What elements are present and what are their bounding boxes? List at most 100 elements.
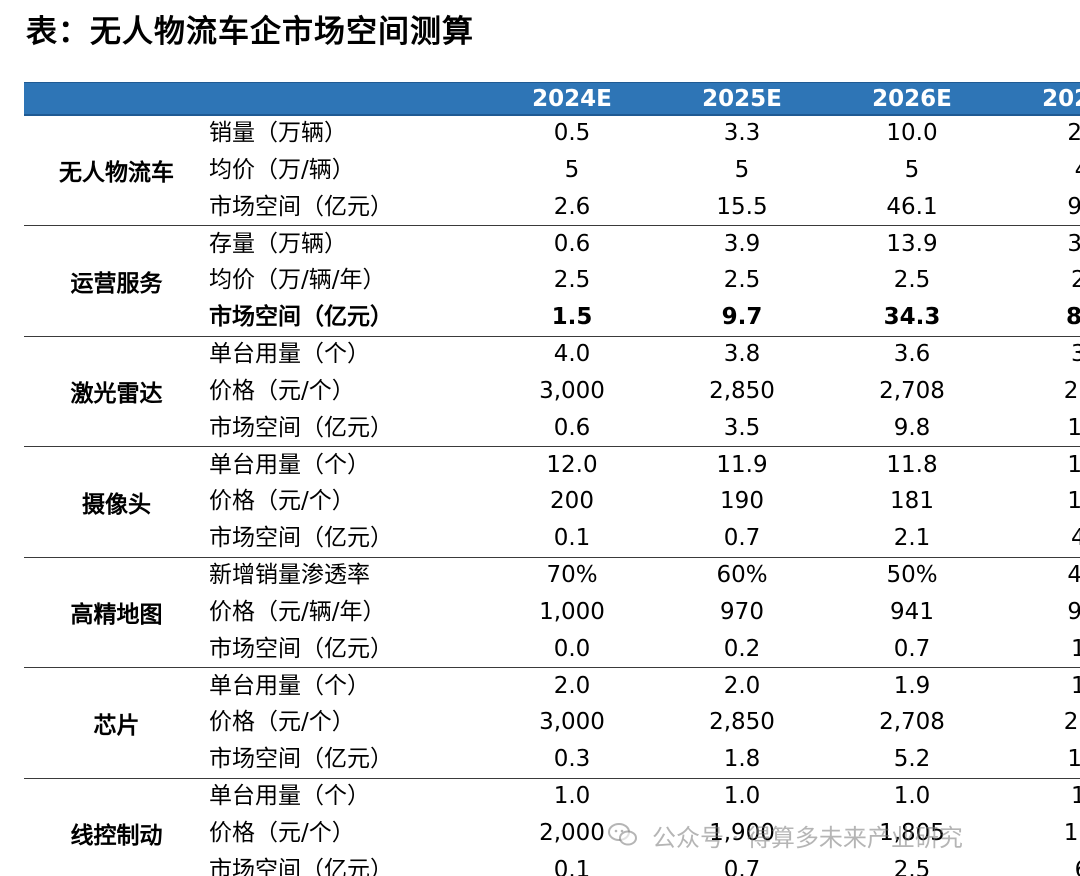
value-cell: 941 <box>890 598 934 625</box>
table-group: 无人物流车销量（万辆）0.53.310.022均价（万/辆）5554市场空间（亿… <box>24 115 1080 226</box>
table-group: 高精地图 新增销量渗透率 70% 60% 50% 40 价格（元/辆/年） 1,000 970 9… <box>24 557 1080 668</box>
value-cell: 5.2 <box>893 746 931 773</box>
metric-label: 存量（万辆） <box>209 230 347 257</box>
category-label: 高精地图 <box>70 602 163 628</box>
value-cell: 1.0 <box>553 783 591 809</box>
value-cell: 181 <box>890 488 934 515</box>
table-row: 市场空间（亿元） 2.6 15.5 46.1 98 <box>24 189 1080 226</box>
table-row: 市场空间（亿元） 0.3 1.8 5.2 10 <box>24 741 1080 778</box>
table-row: 价格（元/辆/年） 1,000 970 941 91 <box>24 594 1080 631</box>
value-cell: 2.1 <box>893 525 931 552</box>
metric-label: 市场空间（亿元） <box>209 635 393 662</box>
value-cell: 2.5 <box>893 267 931 294</box>
value-cell: 2,850 <box>709 377 775 404</box>
value-cell: 60% <box>716 562 768 588</box>
value-cell: 3.8 <box>723 341 761 367</box>
value-cell: 2. <box>1071 267 1080 294</box>
value-cell: 1,805 <box>879 819 945 846</box>
category-label: 线控制动 <box>70 823 163 849</box>
value-cell: 12.0 <box>546 451 598 478</box>
value-cell: 70% <box>546 562 598 588</box>
value-cell: 0.1 <box>553 525 591 552</box>
metric-label: 单台用量（个） <box>209 341 370 367</box>
metric-label: 价格（元/个） <box>209 377 355 404</box>
value-cell: 2,5 <box>1063 377 1080 404</box>
value-cell: 0.6 <box>553 414 591 441</box>
value-cell: 40 <box>1067 562 1080 588</box>
value-cell: 4. <box>1071 525 1080 552</box>
value-cell: 5 <box>564 156 580 183</box>
value-cell: 98 <box>1067 193 1080 220</box>
group-divider <box>24 225 1080 226</box>
value-cell: 0.3 <box>553 746 591 773</box>
table-row: 存量（万辆） 0.6 3.9 13.9 35 <box>24 226 1080 263</box>
value-cell: 1. <box>1071 672 1080 699</box>
value-cell: 0.0 <box>553 635 591 662</box>
category-label: 无人物流车 <box>59 160 174 186</box>
table-row: 价格（元/个） 2,000 1,900 1,805 1,7 <box>24 815 1080 852</box>
value-cell: 22 <box>1067 120 1080 146</box>
value-cell: 5 <box>734 156 750 183</box>
value-cell: 4.0 <box>553 341 591 367</box>
value-cell: 87 <box>1065 304 1080 331</box>
column-header-year: 2025E <box>702 86 782 112</box>
value-cell: 2,000 <box>539 819 605 846</box>
value-cell: 1.0 <box>893 783 931 809</box>
value-cell: 19 <box>1067 414 1080 441</box>
value-cell: 2.5 <box>553 267 591 294</box>
value-cell: 3. <box>1071 341 1080 367</box>
metric-label: 单台用量（个） <box>209 783 370 809</box>
value-cell: 3,000 <box>539 377 605 404</box>
value-cell: 5 <box>904 156 920 183</box>
group-divider <box>24 446 1080 447</box>
metric-label: 销量（万辆） <box>209 120 347 146</box>
metric-label: 市场空间（亿元） <box>209 856 393 876</box>
metric-label: 均价（万/辆） <box>209 156 355 183</box>
value-cell: 1. <box>1071 635 1080 662</box>
metric-label: 价格（元/个） <box>209 819 355 846</box>
value-cell: 9.7 <box>721 304 763 331</box>
value-cell: 3.3 <box>723 120 761 146</box>
value-cell: 6 <box>1012 852 1080 876</box>
value-cell: 1.5 <box>551 304 593 331</box>
value-cell: 13.9 <box>886 230 938 257</box>
table-row: 单台用量（个） 4.0 3.8 3.6 3. <box>24 336 1080 373</box>
value-cell: 0.7 <box>723 525 761 552</box>
value-cell: 2.5 <box>723 267 761 294</box>
value-cell: 1.9 <box>893 672 931 699</box>
value-cell: 2,850 <box>709 709 775 736</box>
table-group: 线控制动 单台用量（个） 1.0 1.0 1.0 1. 价格（元/个） 2,000 1,900 1… <box>24 778 1080 876</box>
market-table: 2024E 2025E 2026E 2027E 无人物流车 销量（万辆） 0.5 3.… <box>24 82 1080 876</box>
value-cell: 46.1 <box>886 193 938 220</box>
metric-label: 单台用量（个） <box>209 672 370 699</box>
category-label: 摄像头 <box>82 491 151 518</box>
value-cell: 3.9 <box>723 230 761 257</box>
table-group: 摄像头 单台用量（个） 12.0 11.9 11.8 11 价格（元/个） 200 190 181… <box>24 447 1080 558</box>
value-cell: 1. <box>1071 783 1080 809</box>
column-header-year: 2027E <box>1042 86 1080 112</box>
table-row: 价格（元/个） 200 190 181 17 <box>24 483 1080 520</box>
table-row: 市场空间（亿元） 0.0 0.2 0.7 1. <box>24 631 1080 668</box>
value-cell: 10.0 <box>886 120 938 146</box>
table-row: 销量（万辆） 0.5 3.3 10.0 22 <box>24 115 1080 152</box>
value-cell: 35 <box>1067 230 1080 257</box>
metric-label: 市场空间（亿元） <box>209 746 393 773</box>
value-cell: 1,900 <box>709 819 775 846</box>
value-cell: 0.7 <box>893 635 931 662</box>
metric-label: 市场空间（亿元） <box>209 304 393 331</box>
value-cell: 2.0 <box>723 672 761 699</box>
value-cell: 0.6 <box>553 230 591 257</box>
metric-label: 价格（元/辆/年） <box>209 598 386 625</box>
table-row: 价格（元/个） 3,000 2,850 2,708 2,5 <box>24 704 1080 741</box>
group-divider <box>24 556 1080 558</box>
value-cell: 15.5 <box>716 193 768 220</box>
page-title: 表：无人物流车企市场空间测算 <box>26 14 474 50</box>
metric-label: 价格（元/个） <box>209 709 355 736</box>
value-cell: 2.5 <box>893 856 931 876</box>
value-cell: 2,708 <box>879 377 945 404</box>
table-group: 运营服务 存量（万辆） 0.6 3.9 13.9 35 均价（万/辆/年） 2.5 2.5 2.5… <box>24 226 1080 337</box>
table-row: 市场空间（亿元） 0.1 0.7 2.1 4. <box>24 520 1080 557</box>
metric-label: 市场空间（亿元） <box>209 414 393 441</box>
value-cell: 2,5 <box>1063 709 1080 736</box>
metric-label: 价格（元/个） <box>209 488 355 515</box>
